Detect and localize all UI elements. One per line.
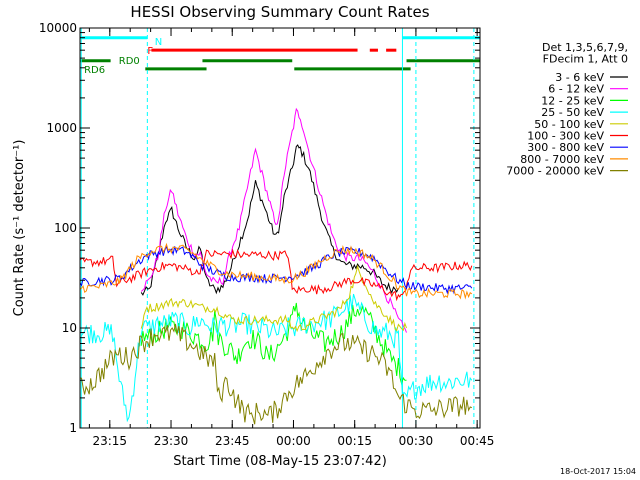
y-tick-label-3: 1000	[46, 121, 77, 135]
observing-flags	[80, 36, 480, 71]
legend-label-8: 7000 - 20000 keV	[506, 165, 604, 178]
legend-label-0: 3 - 6 keV	[555, 71, 604, 84]
plot-frame	[79, 27, 481, 429]
x-tick-label-1: 23:30	[154, 434, 189, 448]
legend-label-4: 50 - 100 keV	[534, 118, 604, 131]
legend-header-1: FDecim 1, Att 0	[543, 53, 628, 66]
series-group	[79, 107, 473, 425]
legend-label-5: 100 - 300 keV	[527, 130, 604, 143]
y-tick-label-2: 100	[54, 221, 77, 235]
series-line-8	[79, 323, 472, 425]
annotation-1: F	[147, 46, 153, 57]
x-tick-label-5: 00:30	[399, 434, 434, 448]
legend-label-1: 6 - 12 keV	[548, 83, 604, 96]
y-tick-label-1: 10	[62, 321, 77, 335]
series-line-7	[79, 242, 473, 300]
series-line-1	[140, 107, 407, 333]
legend: Det 1,3,5,6,7,9,FDecim 1, Att 0 3 - 6 keV…	[506, 41, 628, 178]
x-tick-label-4: 00:15	[337, 434, 372, 448]
x-axis-label: Start Time (08-May-15 23:07:42)	[173, 454, 387, 469]
series-line-6	[79, 245, 473, 295]
series-line-3	[79, 293, 473, 423]
series-line-5	[79, 248, 473, 302]
series-line-2	[140, 302, 407, 386]
timestamp: 18-Oct-2017 15:04	[560, 467, 636, 476]
legend-label-3: 25 - 50 keV	[541, 106, 604, 119]
x-tick-label-2: 23:45	[215, 434, 250, 448]
y-axis-label: Count Rate (s⁻¹ detector⁻¹)	[12, 140, 27, 317]
series-line-0	[140, 144, 399, 296]
chart-title: HESSI Observing Summary Count Rates	[130, 3, 429, 21]
x-tick-label-3: 00:00	[276, 434, 311, 448]
annotation-3: RD6	[84, 65, 105, 76]
x-axis: 23:15 23:30 23:45 00:00 00:15 00:30 00:45	[88, 28, 495, 448]
x-tick-label-6: 00:45	[460, 434, 495, 448]
y-tick-label-4: 10000	[39, 21, 77, 35]
annotation-2: RD0	[119, 56, 140, 67]
annotation-0: N	[155, 37, 162, 48]
legend-label-2: 12 - 25 keV	[541, 94, 604, 107]
legend-label-6: 300 - 800 keV	[527, 141, 604, 154]
series-line-4	[140, 264, 407, 333]
y-tick-label-0: 1	[69, 421, 77, 435]
y-axis: 1 10 100 1000 10000	[39, 21, 480, 435]
legend-label-7: 800 - 7000 keV	[520, 153, 604, 166]
flag-annotations: NF RD0 RD6	[84, 37, 162, 76]
legend-header-0: Det 1,3,5,6,7,9,	[542, 41, 628, 54]
x-tick-label-0: 23:15	[92, 434, 127, 448]
time-markers	[80, 28, 475, 428]
